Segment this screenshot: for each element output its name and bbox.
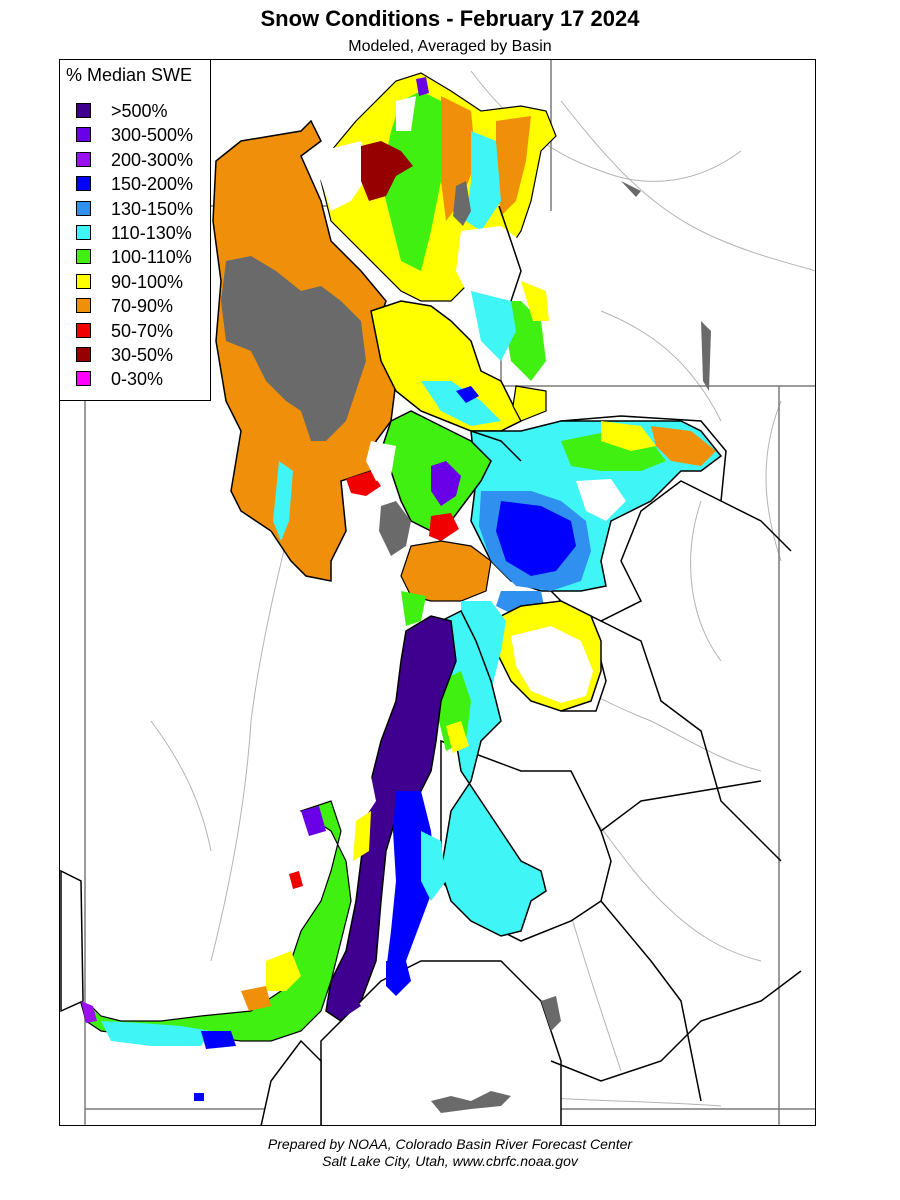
- credit-line-2: Salt Lake City, Utah, www.cbrfc.noaa.gov: [322, 1153, 578, 1169]
- credits: Prepared by NOAA, Colorado Basin River F…: [0, 1136, 900, 1170]
- map-legend: % Median SWE >500% 300-500% 200-300% 150-20…: [59, 59, 211, 401]
- legend-swatch: [76, 371, 91, 387]
- legend-label: 150-200%: [111, 174, 194, 195]
- snow-map: [60, 60, 815, 1125]
- credit-line-1: Prepared by NOAA, Colorado Basin River F…: [267, 1136, 633, 1152]
- legend-swatch: [76, 225, 91, 240]
- legend-label: 110-130%: [111, 223, 192, 243]
- legend-label: 70-90%: [111, 296, 174, 317]
- map-title: Snow Conditions - February 17 2024: [260, 6, 640, 31]
- legend-label: 30-50%: [111, 345, 174, 365]
- legend-swatch: [76, 151, 91, 167]
- legend-swatch: [76, 249, 91, 265]
- legend-label: 130-150%: [111, 198, 194, 219]
- reservoirs: [431, 181, 711, 1113]
- legend-swatch: [76, 273, 91, 289]
- map-subtitle: Modeled, Averaged by Basin: [348, 38, 552, 55]
- basin-lines: [470, 205, 802, 1102]
- legend-label: >500%: [111, 101, 168, 121]
- legend-swatch: [76, 298, 91, 314]
- legend-title: % Median SWE: [66, 65, 193, 85]
- legend-swatch: [76, 200, 91, 216]
- legend-label: 200-300%: [111, 149, 194, 170]
- snow-regions: [80, 72, 723, 1101]
- legend-label: 0-30%: [111, 369, 164, 390]
- legend-swatch: [76, 322, 91, 338]
- legend-label: 90-100%: [111, 271, 184, 292]
- legend-swatch: [76, 176, 91, 192]
- legend-label: 50-70%: [111, 320, 174, 341]
- legend-swatch: [76, 127, 91, 143]
- legend-swatch: [76, 347, 91, 362]
- legend-label: 100-110%: [111, 247, 192, 268]
- legend-label: 300-500%: [111, 125, 194, 146]
- map-panel[interactable]: [59, 59, 816, 1126]
- legend-swatch: [76, 103, 91, 118]
